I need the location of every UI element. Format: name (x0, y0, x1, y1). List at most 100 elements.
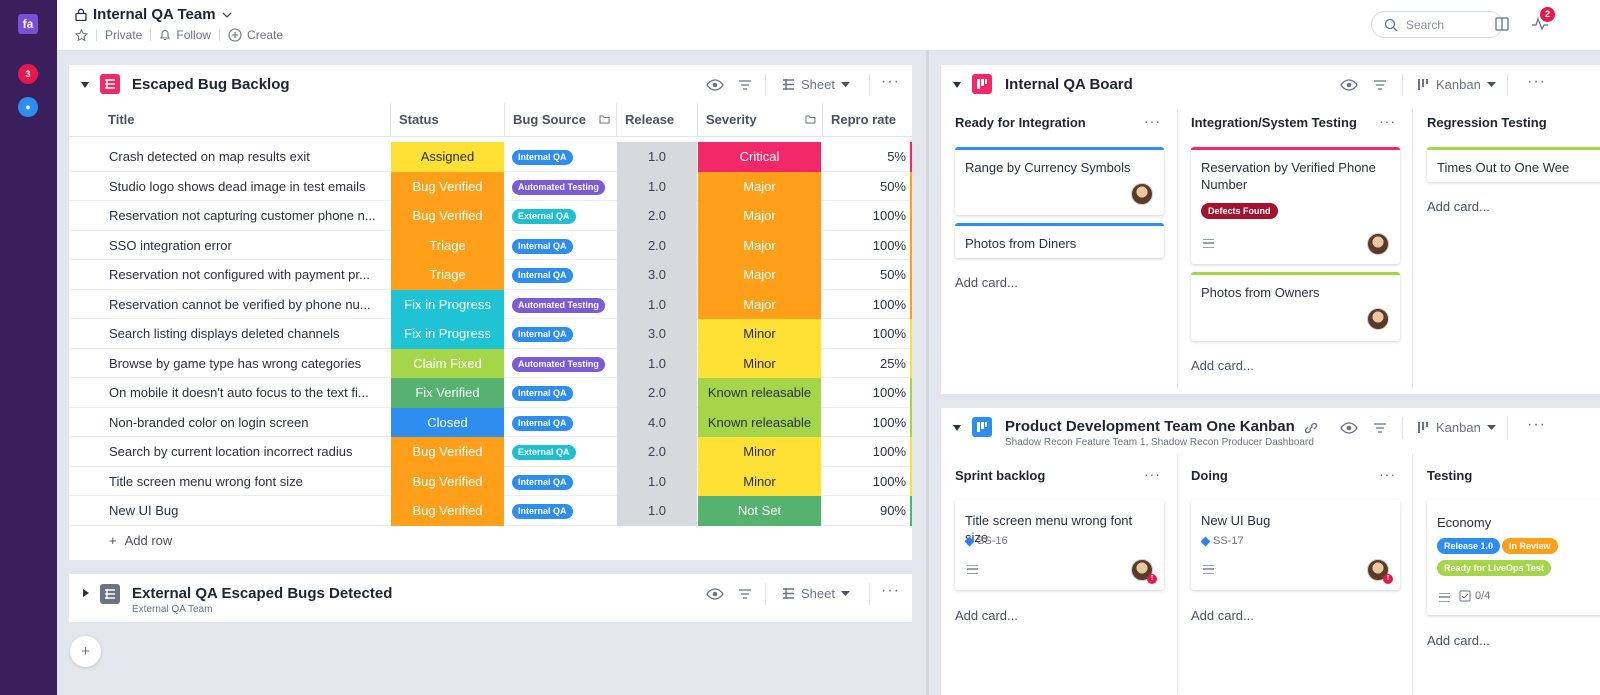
bug-source-cell[interactable]: Automated Testing (505, 290, 616, 320)
status-cell[interactable]: Claim Fixed (391, 348, 504, 378)
workspace-title[interactable]: Internal QA Team (75, 6, 232, 23)
release-cell[interactable]: 3.0 (617, 260, 697, 290)
filter-icon[interactable] (737, 76, 753, 94)
bug-source-cell[interactable]: External QA (505, 437, 616, 467)
column-more-icon[interactable]: ··· (1379, 466, 1396, 482)
card-key[interactable]: SS-17 (1200, 535, 1244, 547)
add-card-button[interactable]: Add card... (1191, 608, 1254, 623)
release-cell[interactable]: 1.0 (617, 289, 697, 319)
table-row[interactable]: Browse by game type has wrong categories… (69, 348, 912, 379)
row-title[interactable]: Search listing displays deleted channels (109, 326, 340, 341)
kanban-card[interactable]: Times Out to One Wee (1427, 147, 1600, 182)
release-cell[interactable]: 2.0 (617, 437, 697, 467)
column-more-icon[interactable]: ··· (1144, 466, 1161, 482)
kanban-column-title[interactable]: Sprint backlog (955, 468, 1046, 483)
bug-source-cell[interactable]: Internal QA (505, 496, 616, 526)
col-header-release[interactable]: Release (616, 103, 697, 137)
status-cell[interactable]: Closed (391, 407, 504, 437)
add-row-button[interactable]: + Add row (109, 533, 172, 548)
view-switcher[interactable]: Sheet (782, 586, 850, 601)
row-title[interactable]: Crash detected on map results exit (109, 149, 310, 164)
kanban-card[interactable]: Range by Currency Symbols (955, 147, 1164, 215)
row-title[interactable]: Reservation not configured with payment … (109, 267, 370, 282)
collapse-caret-icon[interactable] (953, 82, 961, 88)
avatar[interactable] (1367, 308, 1389, 330)
repro-rate-cell[interactable]: 50% (879, 178, 906, 194)
release-cell[interactable]: 1.0 (617, 348, 697, 378)
table-row[interactable]: On mobile it doesn't auto focus to the t… (69, 378, 912, 408)
severity-cell[interactable]: Known releasable (698, 378, 821, 408)
repro-rate-cell[interactable]: 50% (879, 267, 906, 282)
create-button[interactable]: Create (228, 28, 283, 42)
release-cell[interactable]: 1.0 (617, 142, 697, 172)
bug-source-cell[interactable]: Automated Testing (505, 172, 616, 202)
release-cell[interactable]: 3.0 (617, 319, 697, 349)
repro-rate-cell[interactable]: 25% (879, 355, 906, 371)
collapse-caret-icon[interactable] (81, 82, 89, 88)
expand-caret-icon[interactable] (83, 589, 89, 597)
status-cell[interactable]: Triage (391, 260, 504, 290)
add-card-button[interactable]: Add card... (1191, 358, 1254, 373)
column-more-icon[interactable]: ··· (1379, 113, 1396, 129)
kanban-card[interactable]: Photos from Diners (955, 223, 1164, 258)
add-card-button[interactable]: Add card... (955, 275, 1018, 290)
follow-button[interactable]: Follow (159, 28, 211, 42)
status-cell[interactable]: Bug Verified (391, 171, 504, 201)
table-row[interactable]: Studio logo shows dead image in test ema… (69, 171, 912, 202)
status-cell[interactable]: Bug Verified (391, 466, 504, 496)
eye-icon[interactable] (706, 76, 724, 94)
status-dot[interactable]: ● (18, 97, 38, 117)
add-card-button[interactable]: Add card... (955, 608, 1018, 623)
table-row[interactable]: Reservation not capturing customer phone… (69, 201, 912, 231)
status-cell[interactable]: Bug Verified (391, 496, 504, 526)
kanban-card[interactable]: New UI Bug SS-17 ! (1191, 500, 1400, 590)
row-title[interactable]: Non-branded color on login screen (109, 414, 309, 430)
bug-source-cell[interactable]: Internal QA (505, 408, 616, 438)
repro-rate-cell[interactable]: 90% (879, 503, 906, 518)
col-header-repro-rate[interactable]: Repro rate (822, 103, 912, 137)
table-row[interactable]: Reservation cannot be verified by phone … (69, 289, 912, 320)
pane-splitter[interactable] (926, 51, 929, 695)
release-cell[interactable]: 1.0 (617, 466, 697, 496)
release-cell[interactable]: 2.0 (617, 378, 697, 408)
severity-cell[interactable]: Major (698, 260, 821, 290)
row-title[interactable]: Reservation cannot be verified by phone … (109, 296, 371, 312)
severity-cell[interactable]: Major (698, 230, 821, 260)
chevron-down-icon[interactable] (222, 12, 232, 18)
bug-source-cell[interactable]: Automated Testing (505, 349, 616, 379)
severity-cell[interactable]: Minor (698, 348, 821, 378)
eye-icon[interactable] (1340, 419, 1358, 437)
table-row[interactable]: Reservation not configured with payment … (69, 260, 912, 290)
repro-rate-cell[interactable]: 100% (872, 385, 906, 400)
filter-icon[interactable] (1372, 419, 1388, 437)
repro-rate-cell[interactable]: 100% (872, 208, 906, 223)
kanban-column-title[interactable]: Integration/System Testing (1191, 115, 1357, 130)
notification-badge[interactable]: 3 (18, 64, 38, 84)
row-title[interactable]: On mobile it doesn't auto focus to the t… (109, 385, 369, 400)
kanban-column-title[interactable]: Testing (1427, 468, 1473, 483)
table-row[interactable]: Search by current location incorrect rad… (69, 437, 912, 467)
eye-icon[interactable] (1340, 76, 1358, 94)
bug-source-cell[interactable]: Internal QA (505, 142, 616, 172)
view-switcher[interactable]: Kanban (1417, 420, 1496, 435)
bug-source-cell[interactable]: Internal QA (505, 319, 616, 349)
more-options-icon[interactable]: ··· (881, 73, 900, 90)
severity-cell[interactable]: Not Set (698, 496, 821, 526)
severity-cell[interactable]: Minor (698, 319, 821, 349)
col-header-status[interactable]: Status (390, 103, 504, 137)
collapse-caret-icon[interactable] (953, 425, 961, 431)
table-row[interactable]: SSO integration error Triage Internal QA 2.… (69, 230, 912, 260)
row-title[interactable]: Studio logo shows dead image in test ema… (109, 178, 366, 194)
view-switcher[interactable]: Sheet (782, 77, 850, 92)
checklist[interactable]: 0/4 (1459, 590, 1490, 602)
severity-cell[interactable]: Critical (698, 142, 821, 172)
severity-cell[interactable]: Minor (698, 466, 821, 496)
status-cell[interactable]: Bug Verified (391, 437, 504, 467)
status-cell[interactable]: Bug Verified (391, 201, 504, 231)
repro-rate-cell[interactable]: 5% (887, 149, 906, 164)
avatar[interactable] (1367, 233, 1389, 255)
link-icon[interactable] (1302, 419, 1320, 437)
severity-cell[interactable]: Known releasable (698, 407, 821, 437)
board-title[interactable]: Product Development Team One Kanban (1005, 418, 1295, 435)
eye-icon[interactable] (706, 585, 724, 603)
